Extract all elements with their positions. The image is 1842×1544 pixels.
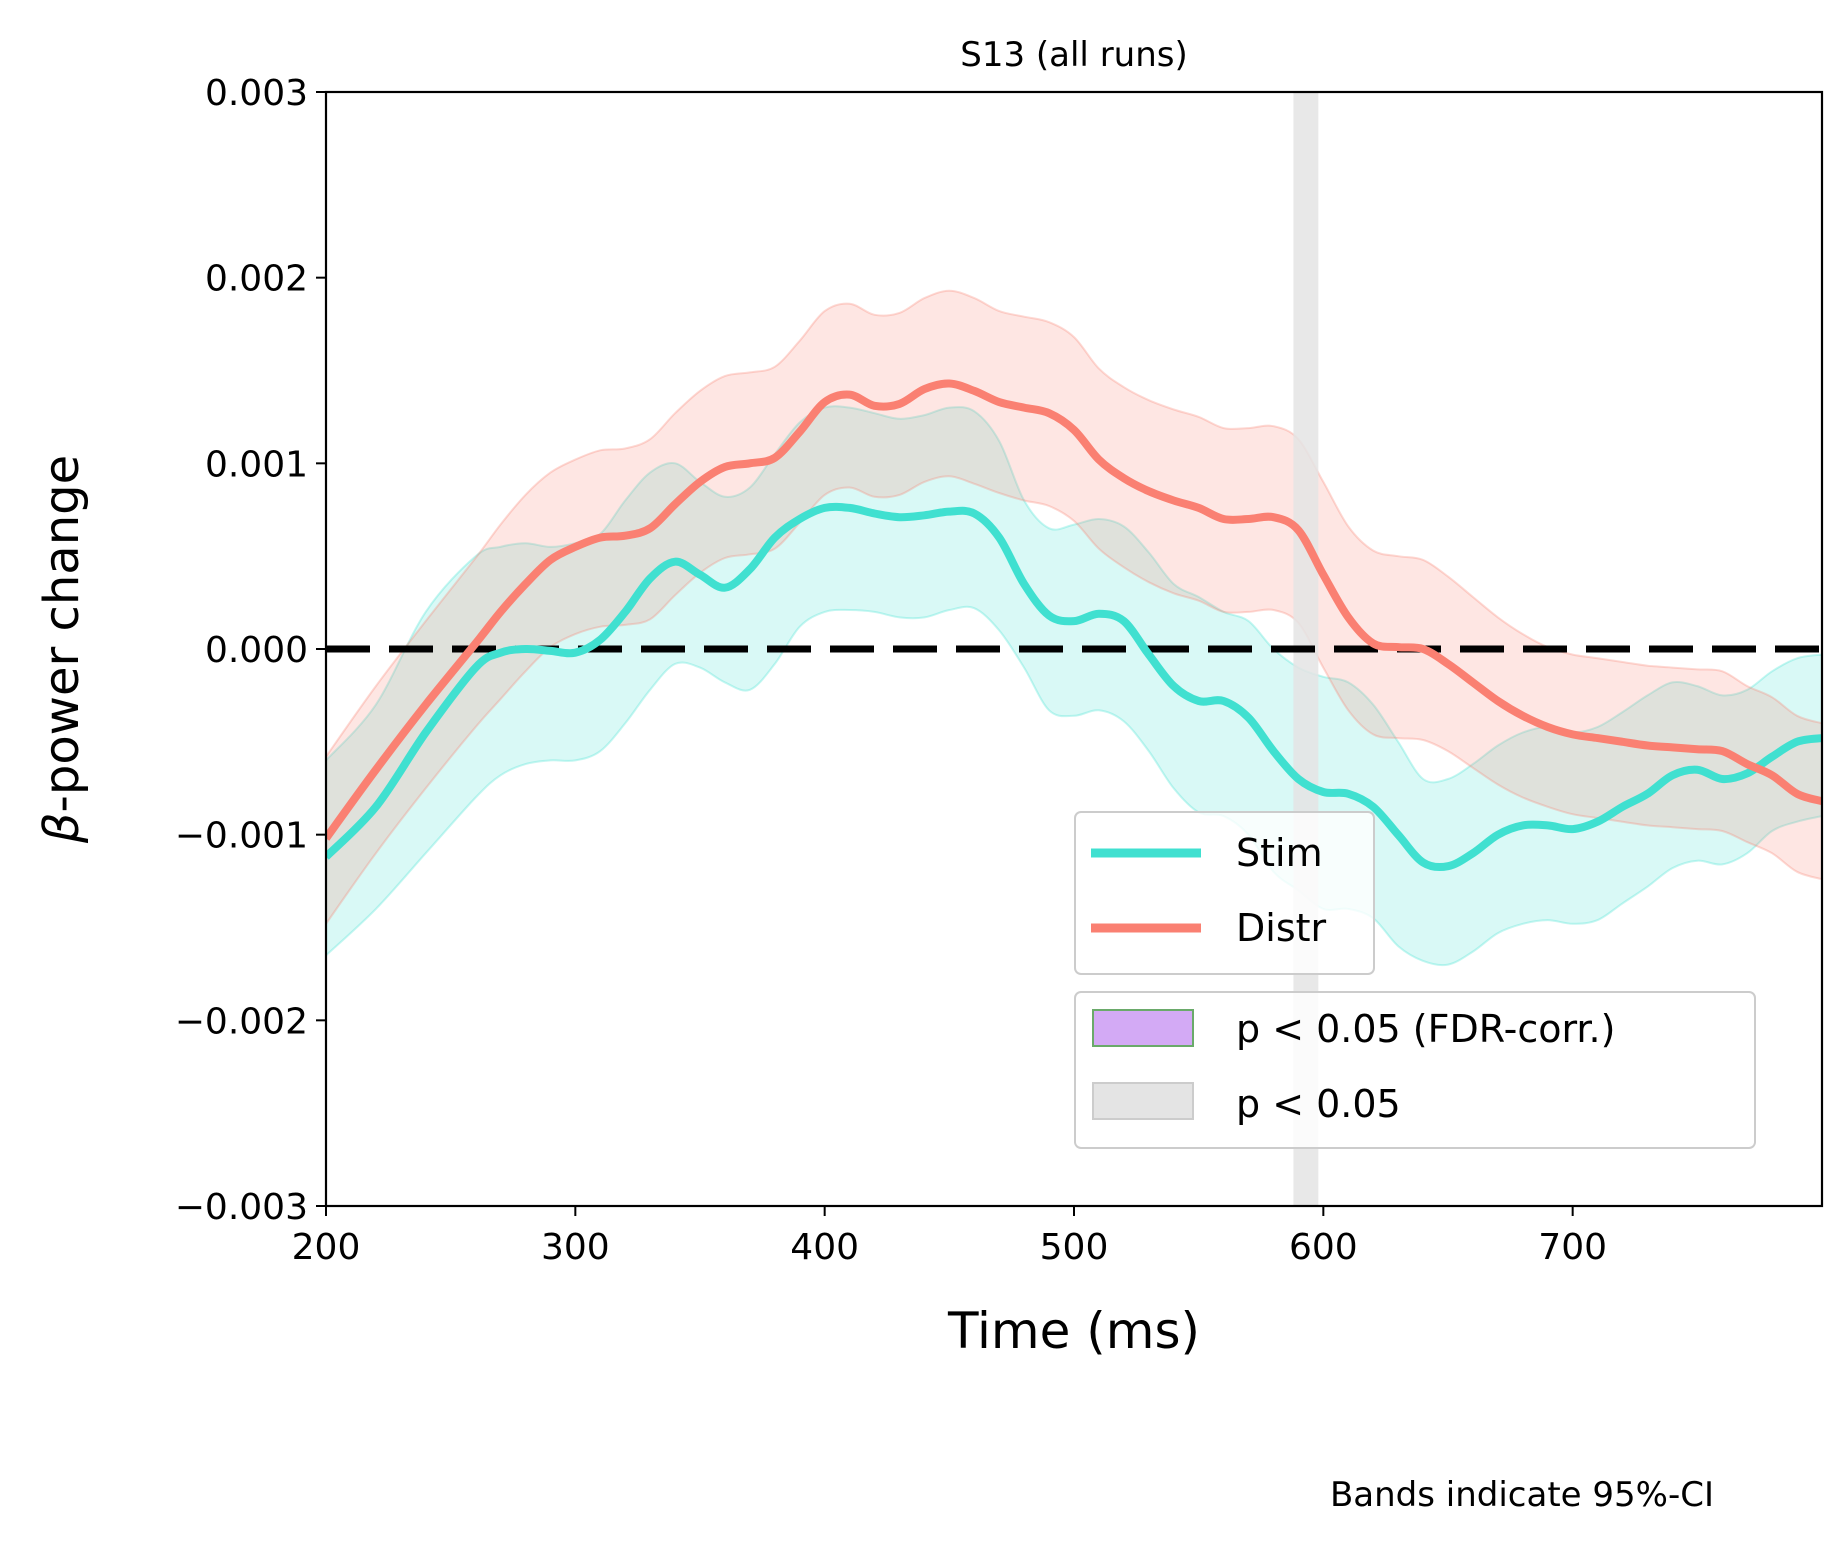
y-tick-label: −0.003 — [175, 1187, 308, 1228]
legend-swatch-p05 — [1092, 1082, 1194, 1120]
ci-band-distr — [326, 289, 1822, 926]
y-axis-label-text: -power change — [34, 455, 90, 813]
plot-area — [326, 92, 1822, 1206]
y-axis-label: β-power change — [34, 455, 90, 844]
x-tick-label: 700 — [1538, 1227, 1607, 1268]
y-tick-label: 0.002 — [205, 259, 308, 300]
y-tick-label: 0.001 — [205, 444, 308, 485]
x-tick-label: 300 — [541, 1227, 610, 1268]
chart-title: S13 (all runs) — [960, 35, 1188, 75]
y-tick-label: 0.000 — [205, 630, 308, 671]
y-axis-label-symbol: β — [34, 812, 90, 844]
x-axis-label: Time (ms) — [947, 1302, 1200, 1360]
legend-label-p05: p < 0.05 — [1236, 1082, 1401, 1126]
legend-patches: p < 0.05 (FDR-corr.) p < 0.05 — [1074, 991, 1756, 1149]
legend-lines-frame — [1074, 811, 1375, 975]
y-tick-label: −0.001 — [175, 816, 308, 857]
y-axis-ticks: 0.003 0.002 0.001 0.000 −0.001 −0.002 −0.003 — [175, 73, 326, 1228]
legend-label-distr: Distr — [1236, 906, 1327, 950]
legend-label-stim: Stim — [1236, 831, 1323, 875]
legend-patches-frame — [1074, 991, 1756, 1149]
y-tick-label: 0.003 — [205, 73, 308, 114]
ci-note: Bands indicate 95%-CI — [1330, 1475, 1714, 1515]
legend-swatch-fdr — [1092, 1009, 1194, 1047]
x-tick-label: 500 — [1040, 1227, 1109, 1268]
x-tick-label: 400 — [790, 1227, 859, 1268]
x-tick-label: 200 — [292, 1227, 361, 1268]
x-tick-label: 600 — [1289, 1227, 1358, 1268]
series-lines — [326, 379, 1822, 872]
series-line-stim — [326, 502, 1822, 872]
y-tick-label: −0.002 — [175, 1001, 308, 1042]
legend-label-fdr: p < 0.05 (FDR-corr.) — [1236, 1007, 1615, 1051]
x-axis-ticks: 200 300 400 500 600 700 — [292, 1206, 1607, 1268]
series-line-distr — [326, 379, 1822, 841]
legend-lines: Stim Distr — [1074, 811, 1375, 975]
